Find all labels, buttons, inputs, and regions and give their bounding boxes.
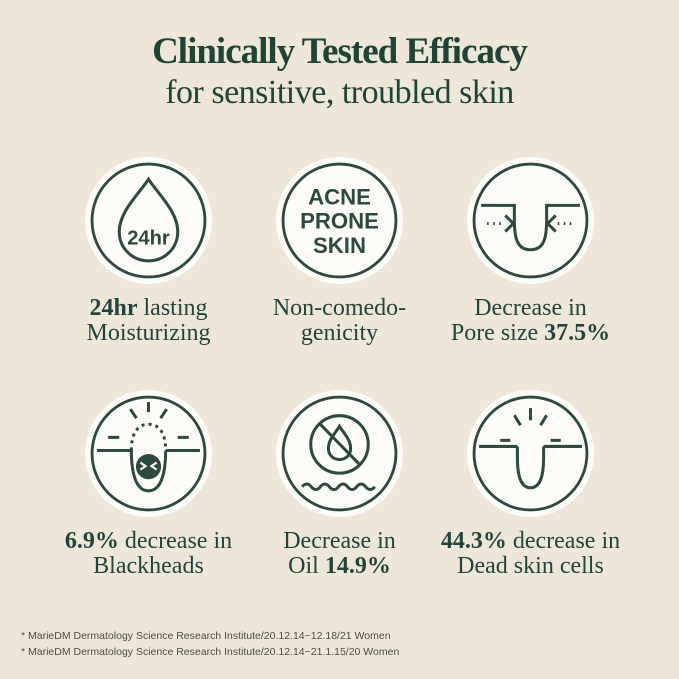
card-caption: 24hr lasting Moisturizing <box>86 295 211 347</box>
pore-shrink-arrows-icon <box>472 162 589 279</box>
card-dead-skin-cells: 44.3% decrease in Dead skin cells <box>435 390 626 579</box>
clean-pore-rays-icon <box>472 395 589 512</box>
card-non-comedogenicity: ACNE PRONE SKIN Non-comedo- genicity <box>244 157 435 346</box>
page-title: Clinically Tested Efficacy <box>152 31 528 72</box>
svg-text:ACNE: ACNE <box>308 185 371 210</box>
card-blackheads: 6.9% decrease in Blackheads <box>53 390 244 579</box>
card-oil: Decrease in Oil 14.9% <box>244 390 435 579</box>
svg-text:24hr: 24hr <box>127 228 170 250</box>
footnote-line: * MarieDM Dermatology Science Research I… <box>21 630 391 642</box>
benefits-grid: 24hr 24hr lasting Moisturizing ACNE PRON… <box>0 157 679 579</box>
footnotes: * MarieDM Dermatology Science Research I… <box>21 629 399 660</box>
circle-badge <box>276 390 403 518</box>
card-caption: Decrease in Pore size 37.5% <box>450 295 611 347</box>
blackhead-in-pore-icon <box>90 395 207 512</box>
acne-prone-skin-icon: ACNE PRONE SKIN <box>281 162 398 279</box>
page-subtitle: for sensitive, troubled skin <box>165 73 514 111</box>
circle-badge <box>467 390 594 518</box>
circle-badge <box>85 390 212 518</box>
card-caption: 6.9% decrease in Blackheads <box>64 528 233 580</box>
header: Clinically Tested Efficacy for sensitive… <box>0 0 679 111</box>
card-moisturizing: 24hr 24hr lasting Moisturizing <box>53 157 244 346</box>
svg-text:SKIN: SKIN <box>313 233 366 258</box>
footnote-line: * MarieDM Dermatology Science Research I… <box>21 645 400 658</box>
water-drop-24hr-icon: 24hr <box>90 162 207 279</box>
card-caption: Decrease in Oil 14.9% <box>283 528 396 580</box>
card-pore-size: Decrease in Pore size 37.5% <box>435 157 626 346</box>
card-caption: Non-comedo- genicity <box>272 295 407 347</box>
circle-badge: 24hr <box>85 157 212 285</box>
no-oil-drop-icon <box>281 395 398 512</box>
circle-badge: ACNE PRONE SKIN <box>276 157 403 285</box>
svg-text:PRONE: PRONE <box>300 209 379 234</box>
circle-badge <box>467 157 594 285</box>
card-caption: 44.3% decrease in Dead skin cells <box>440 528 621 580</box>
